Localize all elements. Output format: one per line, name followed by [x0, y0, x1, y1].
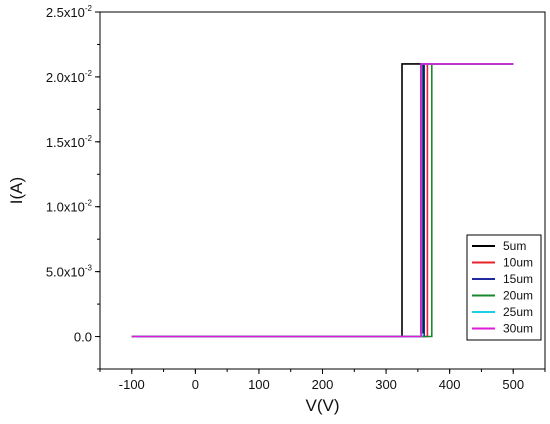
legend-box [466, 234, 542, 341]
legend-label: 20um [503, 289, 533, 303]
y-axis-ticks: 2.5x10-2 2.0x10-2 1.5x10-2 1.0x10-2 5.0x10-3… [46, 4, 100, 370]
y-tick-label: 1.5x10-2 [46, 134, 93, 150]
x-axis-ticks: -100 0 100 200 300 400 500 [99, 369, 546, 392]
plot-frame [99, 11, 546, 370]
y-tick-label: 1.0x10-2 [46, 199, 93, 215]
legend-label: 30um [503, 322, 533, 336]
y-tick-label: 2.0x10-2 [46, 69, 93, 85]
legend-label: 25um [503, 305, 533, 319]
series-layer [131, 63, 514, 338]
legend: 5um 10um 15um 20um 25um 30um [466, 234, 542, 341]
series-line-5um [131, 63, 514, 338]
x-tick-label: 300 [375, 377, 397, 392]
y-tick-label: 0.0 [74, 330, 92, 345]
y-tick-label: 5.0x10-3 [46, 264, 93, 280]
legend-label: 15um [503, 272, 533, 286]
x-tick-label: 0 [192, 377, 199, 392]
legend-label: 5um [503, 239, 526, 253]
x-tick-label: 400 [439, 377, 461, 392]
y-tick-label: 2.5x10-2 [46, 4, 93, 20]
series-line-15um [131, 63, 514, 338]
x-tick-label: 100 [248, 377, 270, 392]
x-tick-label: -100 [119, 377, 145, 392]
series-line-25um [131, 63, 514, 338]
series-line-10um [131, 63, 514, 338]
series-line-20um [131, 63, 514, 338]
series-line-30um [131, 63, 514, 338]
x-tick-label: 200 [312, 377, 334, 392]
legend-label: 10um [503, 256, 533, 270]
x-axis-title: V(V) [306, 396, 340, 415]
y-axis-title: I(A) [7, 177, 26, 204]
x-tick-label: 500 [502, 377, 524, 392]
